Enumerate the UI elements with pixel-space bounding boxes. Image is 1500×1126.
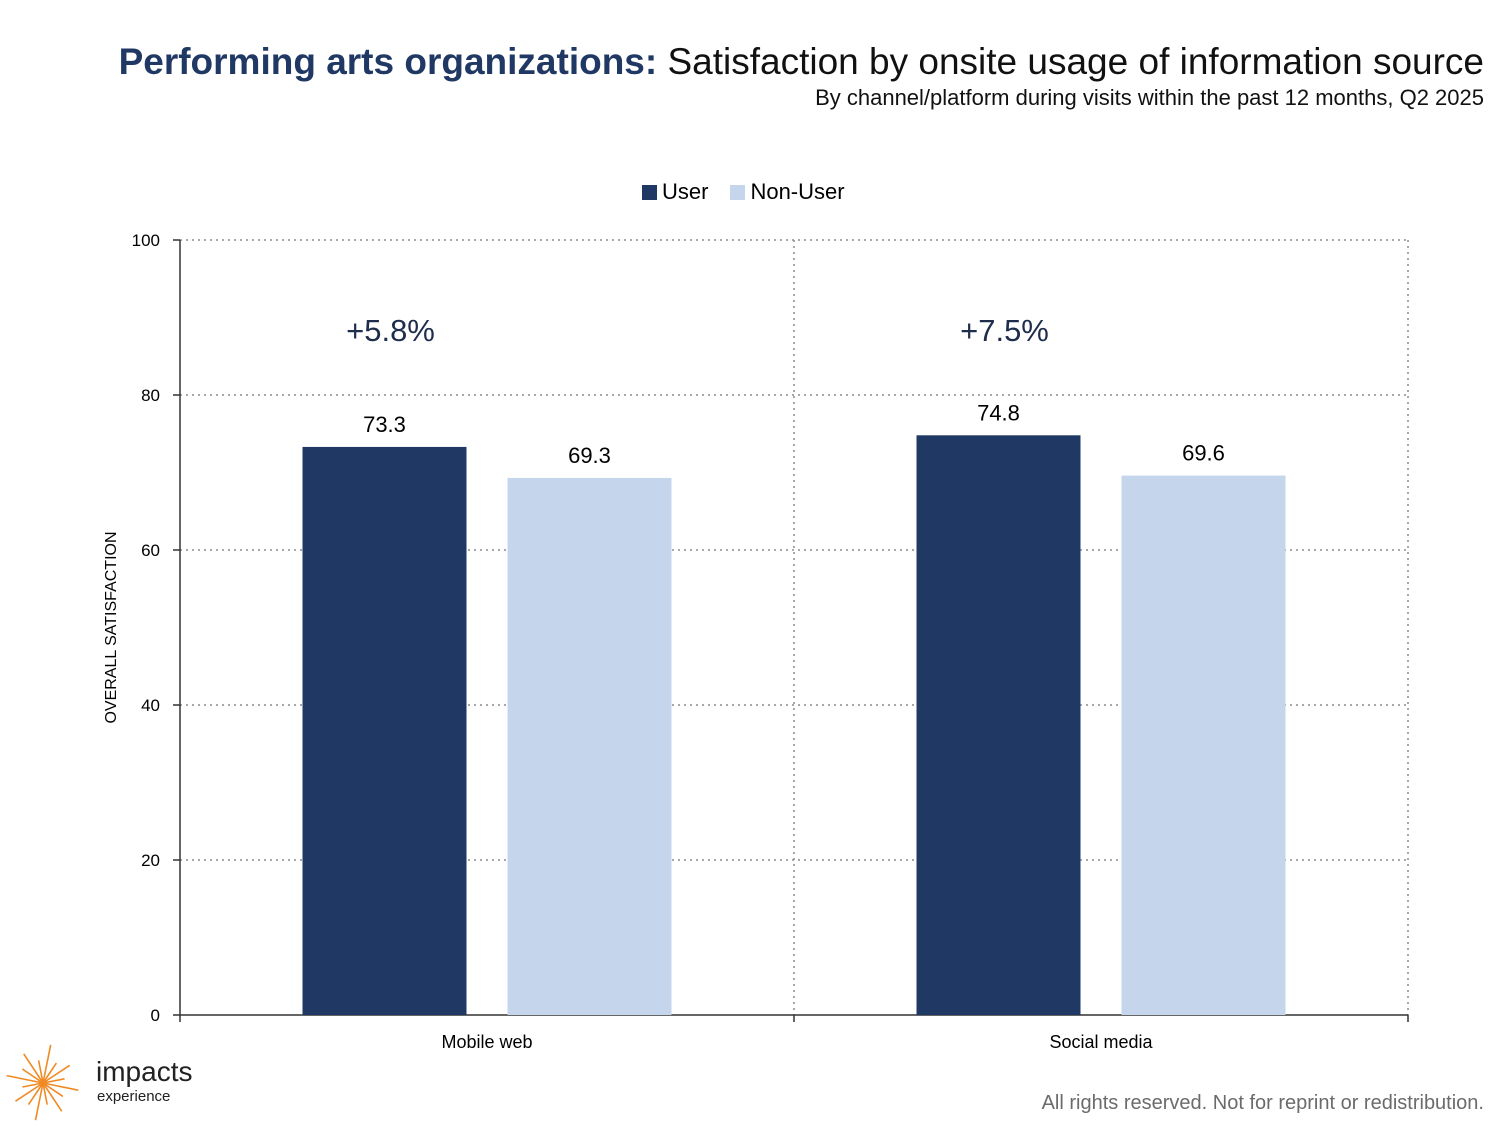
starburst-ray <box>6 1074 44 1084</box>
legend-label-user: User <box>662 179 709 204</box>
legend-swatch-non-user <box>730 184 746 200</box>
starburst-ray <box>23 1053 44 1084</box>
starburst-ray <box>42 1062 58 1084</box>
y-tick-label: 40 <box>141 696 160 715</box>
y-tick-label: 0 <box>151 1006 160 1025</box>
chart-subtitle: By channel/platform during visits within… <box>815 85 1484 110</box>
starburst-ray <box>22 1082 44 1088</box>
starburst-ray <box>42 1044 52 1084</box>
difference-annotation: +5.8% <box>346 313 435 348</box>
starburst-ray <box>42 1082 79 1091</box>
y-tick-label: 100 <box>132 231 160 250</box>
logo-subtext: experience <box>97 1088 171 1105</box>
data-label: 69.6 <box>1182 441 1225 466</box>
chart-title-rest: Satisfaction by onsite usage of informat… <box>657 41 1484 82</box>
starburst-ray <box>15 1082 44 1102</box>
starburst-ray <box>21 1068 44 1084</box>
data-label: 74.8 <box>977 400 1020 425</box>
starburst-ray <box>42 1082 63 1112</box>
starburst-ray <box>42 1064 71 1084</box>
difference-annotation: +7.5% <box>960 313 1049 348</box>
starburst-ray <box>42 1082 64 1098</box>
y-tick-label: 80 <box>141 386 160 405</box>
bar-non-user <box>507 477 672 1015</box>
legend-item-non-user: Non-User <box>730 178 845 206</box>
chart-title-bold: Performing arts organizations: <box>118 41 658 82</box>
logo-text: impacts <box>96 1056 193 1087</box>
legend-item-user: User <box>642 178 708 206</box>
legend-swatch-user <box>642 184 657 200</box>
y-tick-label: 20 <box>141 851 160 870</box>
chart-title: Performing arts organizations: Satisfact… <box>119 40 1484 84</box>
starburst-ray <box>42 1078 65 1084</box>
bar-non-user <box>1121 475 1286 1016</box>
footer-notice: All rights reserved. Not for reprint or … <box>1041 1092 1484 1114</box>
x-tick-label: Social media <box>1049 1032 1153 1052</box>
chart-legend: User Non-User <box>642 178 867 206</box>
starburst-ray <box>42 1082 48 1105</box>
starburst-ray <box>27 1082 44 1106</box>
legend-label-non-user: Non-User <box>750 179 845 204</box>
bar-user <box>302 446 467 1015</box>
starburst-ray <box>34 1082 44 1121</box>
data-label: 69.3 <box>568 443 611 468</box>
starburst-logo-icon <box>6 1044 79 1121</box>
y-axis-title: OVERALL SATISFACTION <box>103 531 120 723</box>
starburst-ray <box>37 1060 44 1084</box>
data-label: 73.3 <box>363 412 406 437</box>
y-tick-label: 60 <box>141 541 160 560</box>
bar-user <box>916 435 1081 1015</box>
x-tick-label: Mobile web <box>441 1032 532 1052</box>
